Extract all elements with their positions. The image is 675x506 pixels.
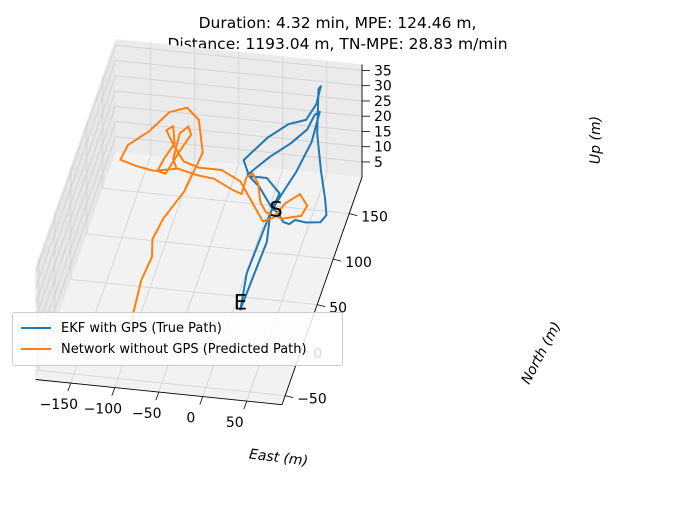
- z-tick-label: 25: [374, 94, 392, 110]
- legend-item-predicted-path: Network without GPS (Predicted Path): [21, 340, 307, 358]
- y-axis-label: North (m): [518, 319, 564, 387]
- y-tick-label: 150: [361, 210, 388, 226]
- legend-swatch-predicted-path: [21, 348, 51, 350]
- legend-item-true-path: EKF with GPS (True Path): [21, 319, 222, 337]
- x-tick-mark: [155, 391, 160, 401]
- x-axis-label: East (m): [248, 446, 309, 469]
- path-marker-e: E: [234, 291, 247, 315]
- x-tick-mark: [67, 382, 72, 392]
- legend-label-predicted-path: Network without GPS (Predicted Path): [61, 341, 307, 357]
- z-tick-label: 30: [374, 79, 392, 95]
- gridline-z: [35, 44, 363, 273]
- y-axis-line: [281, 177, 363, 405]
- x-tick-label: 50: [226, 415, 244, 431]
- gridline-z: [35, 121, 363, 350]
- chart-legend: EKF with GPS (True Path) Network without…: [12, 312, 343, 366]
- chart-title-line-1: Duration: 4.32 min, MPE: 124.46 m,: [198, 14, 477, 32]
- y-tick-mark: [285, 395, 294, 398]
- y-tick-mark: [349, 213, 358, 216]
- side-pane: [35, 39, 116, 380]
- legend-swatch-true-path: [21, 327, 51, 329]
- gridline-z: [35, 60, 363, 289]
- path-marker-s: S: [269, 198, 282, 222]
- z-tick-label: 10: [374, 140, 392, 156]
- series-line-true-path: [239, 85, 328, 311]
- path-markers: SE: [234, 198, 283, 315]
- y-tick-label: 100: [345, 255, 372, 271]
- data-series: [119, 85, 328, 321]
- x-tick-mark: [111, 387, 116, 396]
- z-axis-label: Up (m): [588, 116, 604, 164]
- gridline-x: [70, 42, 152, 384]
- x-tick-label: 0: [186, 411, 195, 427]
- gridline-z: [35, 75, 363, 304]
- x-tick-mark: [199, 396, 204, 405]
- x-tick-label: −50: [132, 406, 162, 422]
- y-tick-mark: [333, 258, 342, 262]
- z-tick-label: 5: [374, 155, 383, 171]
- y-tick-mark: [317, 304, 326, 307]
- series-line-predicted-path: [119, 106, 309, 321]
- gridline-z: [35, 90, 363, 319]
- y-tick-label: −50: [297, 392, 327, 408]
- z-tick-label: 20: [374, 109, 392, 125]
- x-tick-label: −100: [84, 402, 122, 418]
- chart-title-line-2: Distance: 1193.04 m, TN-MPE: 28.83 m/min: [167, 35, 508, 53]
- gridline-x: [114, 47, 196, 388]
- gridline-z: [35, 105, 363, 334]
- legend-label-true-path: EKF with GPS (True Path): [61, 320, 222, 336]
- x-tick-mark: [243, 400, 248, 410]
- x-tick-label: −150: [40, 397, 78, 413]
- gridline-z: [35, 136, 363, 365]
- z-tick-label: 35: [374, 63, 392, 79]
- z-tick-label: 15: [374, 124, 392, 140]
